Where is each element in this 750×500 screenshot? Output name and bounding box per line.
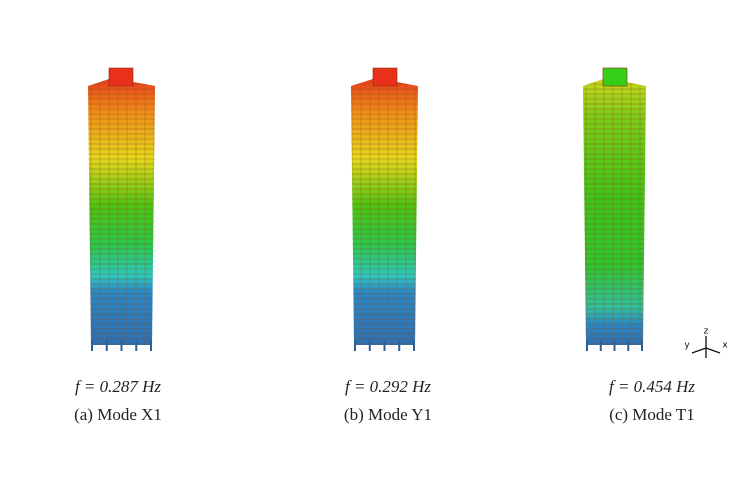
axis-triad: y z x	[684, 327, 728, 358]
frequency-label: f = 0.454 Hz	[609, 377, 695, 396]
tower-crown	[108, 67, 134, 87]
panel-caption: (b) Mode Y1	[344, 405, 432, 424]
tower-crown	[602, 67, 628, 87]
tower-model	[583, 67, 646, 351]
frequency-label: f = 0.292 Hz	[345, 377, 431, 396]
panel-caption: (c) Mode T1	[609, 405, 695, 424]
axis-label: z	[704, 327, 709, 337]
axis-label: y	[684, 341, 690, 351]
tower-model	[88, 67, 155, 351]
tower-crown	[372, 67, 398, 87]
tower-columns	[351, 78, 418, 345]
axis-label: x	[722, 341, 728, 351]
tower-model	[351, 67, 418, 351]
panel-caption: (a) Mode X1	[74, 405, 162, 424]
tower-columns	[88, 78, 155, 345]
frequency-label: f = 0.287 Hz	[75, 377, 161, 396]
tower-columns	[583, 78, 646, 345]
